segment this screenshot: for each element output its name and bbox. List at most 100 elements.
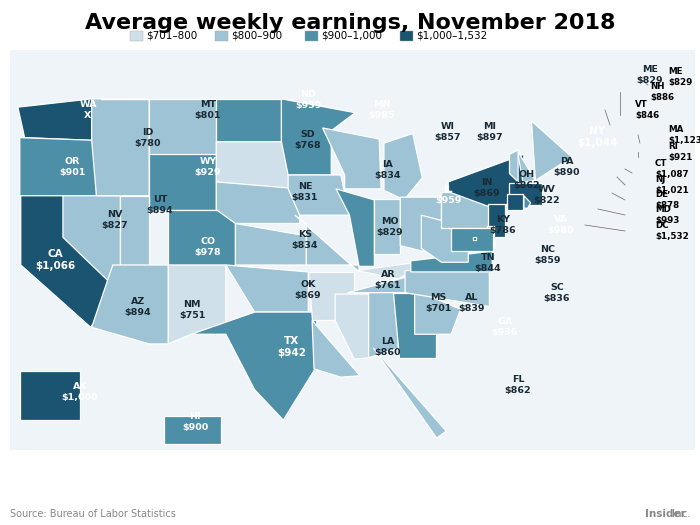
Polygon shape (451, 228, 494, 251)
Text: $900–1,000: $900–1,000 (321, 30, 382, 40)
Polygon shape (421, 215, 468, 262)
Polygon shape (373, 348, 447, 438)
Text: NY
$1,044: NY $1,044 (577, 126, 617, 148)
Text: NJ
$1,021: NJ $1,021 (655, 175, 689, 195)
Text: IA
$834: IA $834 (374, 160, 401, 180)
Polygon shape (288, 175, 349, 215)
Text: PA
$890: PA $890 (554, 157, 580, 177)
Text: MD
$993: MD $993 (655, 205, 680, 225)
Text: MA
$1,123: MA $1,123 (668, 125, 700, 145)
Text: MN
$985: MN $985 (369, 100, 396, 120)
Text: IN
$869: IN $869 (474, 178, 500, 198)
Text: TX
$942: TX $942 (277, 336, 307, 358)
Text: KS
$834: KS $834 (292, 230, 318, 250)
Text: AZ
$894: AZ $894 (125, 297, 151, 317)
Text: Average weekly earnings, November 2018: Average weekly earnings, November 2018 (85, 13, 615, 33)
Text: NE
$831: NE $831 (292, 182, 318, 202)
Text: WY
$929: WY $929 (195, 157, 221, 177)
Polygon shape (308, 272, 354, 320)
Text: AK
$1,000: AK $1,000 (62, 382, 98, 402)
Polygon shape (335, 294, 369, 359)
Polygon shape (517, 150, 536, 182)
Text: OR
$901: OR $901 (59, 157, 85, 177)
Text: IL
$959: IL $959 (435, 185, 461, 205)
Text: CA
$1,066: CA $1,066 (35, 249, 75, 271)
Text: AL
$839: AL $839 (458, 293, 485, 313)
Text: KY
$786: KY $786 (490, 215, 517, 235)
Text: VT
$846: VT $846 (635, 100, 659, 120)
Text: NV
$827: NV $827 (102, 210, 128, 230)
Polygon shape (226, 265, 308, 312)
Polygon shape (489, 204, 505, 237)
Polygon shape (507, 194, 523, 209)
Polygon shape (448, 154, 524, 209)
Text: WA
X: WA X (79, 100, 97, 120)
Polygon shape (312, 320, 360, 377)
Text: RI
$921: RI $921 (668, 142, 692, 162)
Polygon shape (149, 154, 216, 209)
Polygon shape (369, 293, 398, 358)
Text: Inc.: Inc. (672, 509, 691, 519)
Bar (10, 54, 682, 447)
Polygon shape (164, 415, 220, 444)
Text: FL
$862: FL $862 (505, 375, 531, 395)
Text: $800–900: $800–900 (231, 30, 282, 40)
Text: ID
$780: ID $780 (134, 128, 161, 148)
Text: TN
$844: TN $844 (475, 253, 501, 273)
Polygon shape (216, 142, 289, 189)
Polygon shape (323, 128, 381, 189)
Text: MT
$801: MT $801 (195, 100, 221, 120)
Polygon shape (531, 121, 572, 181)
Polygon shape (405, 270, 489, 307)
Polygon shape (281, 99, 355, 175)
Text: $1,000–1,532: $1,000–1,532 (416, 30, 487, 40)
Polygon shape (486, 226, 494, 246)
Text: UT
$894: UT $894 (147, 195, 174, 215)
Bar (305, 31, 318, 41)
Text: WV
$822: WV $822 (533, 185, 560, 205)
Bar (400, 31, 413, 41)
Text: DC
$1,532: DC $1,532 (655, 222, 689, 240)
Bar (10, 50, 695, 450)
Text: MO
$829: MO $829 (377, 217, 403, 237)
Text: VA
$980: VA $980 (547, 215, 574, 235)
Polygon shape (168, 209, 235, 265)
Polygon shape (235, 224, 307, 265)
Polygon shape (120, 196, 149, 265)
Polygon shape (216, 99, 281, 142)
Polygon shape (400, 197, 442, 251)
Polygon shape (63, 196, 120, 293)
Polygon shape (473, 237, 476, 240)
Text: ME
$829: ME $829 (637, 65, 664, 85)
Text: Insider: Insider (645, 509, 686, 519)
Polygon shape (393, 293, 435, 358)
Polygon shape (216, 182, 300, 224)
Text: SC
$836: SC $836 (544, 283, 570, 303)
Polygon shape (21, 196, 115, 327)
Text: OK
$869: OK $869 (295, 280, 321, 300)
Text: DE
$878: DE $878 (655, 190, 679, 209)
Text: ND
$939: ND $939 (295, 90, 321, 110)
Polygon shape (414, 290, 461, 334)
Polygon shape (374, 198, 400, 254)
Text: HI
$900: HI $900 (182, 412, 208, 432)
Polygon shape (20, 138, 97, 196)
Text: LA
$860: LA $860 (374, 337, 401, 357)
Polygon shape (356, 261, 428, 279)
Polygon shape (524, 196, 531, 208)
Text: SD
$768: SD $768 (295, 130, 321, 150)
Polygon shape (442, 192, 497, 228)
Polygon shape (168, 265, 226, 344)
Polygon shape (18, 99, 92, 140)
Text: ME
$829: ME $829 (668, 67, 692, 87)
Text: MS
$701: MS $701 (425, 293, 452, 313)
Text: NC
$859: NC $859 (535, 245, 561, 265)
Polygon shape (20, 372, 80, 421)
Text: OH
$862: OH $862 (514, 170, 540, 190)
Polygon shape (102, 99, 216, 161)
Polygon shape (411, 251, 492, 272)
Text: CT
$1,087: CT $1,087 (655, 159, 689, 178)
Polygon shape (508, 183, 542, 205)
Polygon shape (92, 265, 168, 344)
Polygon shape (92, 99, 149, 196)
